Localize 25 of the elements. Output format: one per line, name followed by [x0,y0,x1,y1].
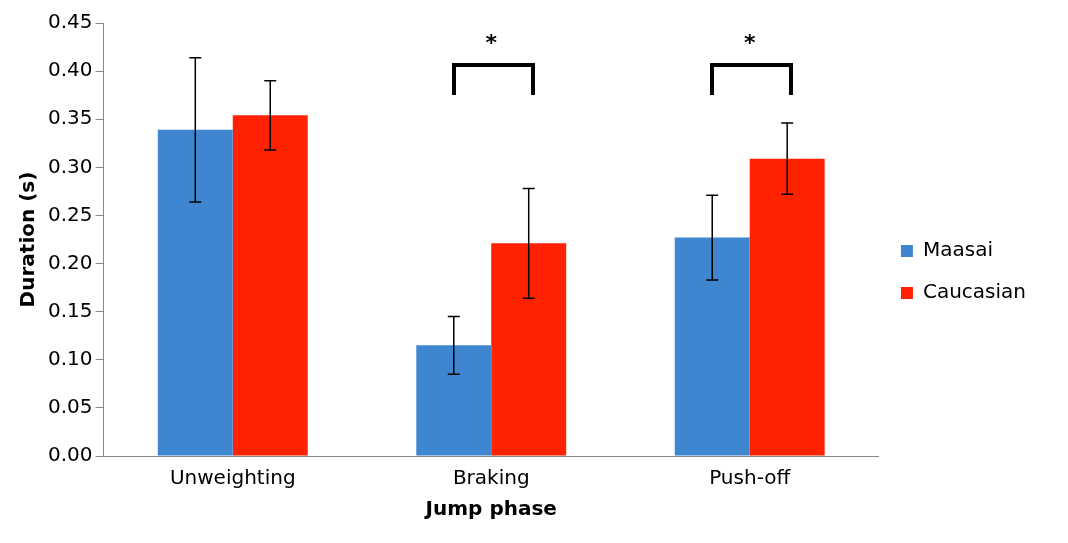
annotation: * [743,29,756,55]
y-tick-label: 0.10 [48,345,93,370]
bar [157,129,233,456]
y-axis-title: Duration (s) [15,171,40,308]
y-tick-label: 0.35 [48,105,93,130]
x-tick-label: Push-off [709,465,792,490]
x-tick-label: Unweighting [169,465,296,490]
bar [674,237,750,456]
y-tick-label: 0.25 [48,201,93,226]
legend-label: Caucasian [922,279,1027,304]
y-tick-label: 0.15 [48,297,93,322]
y-tick-label: 0.30 [48,153,93,178]
y-tick-label: 0.20 [48,249,93,274]
y-tick-label: 0.05 [48,394,93,419]
y-tick-label: 0.00 [48,442,93,467]
y-tick-label: 0.40 [48,57,93,82]
bar [232,115,308,456]
x-tick-label: Braking [452,465,530,490]
legend-label: Maasai [922,237,993,262]
bar [416,345,492,456]
bar [491,243,567,456]
annotation: * [485,29,498,55]
x-axis-title: Jump phase [423,496,557,521]
bar [749,158,825,456]
y-tick-label: 0.45 [48,9,93,34]
